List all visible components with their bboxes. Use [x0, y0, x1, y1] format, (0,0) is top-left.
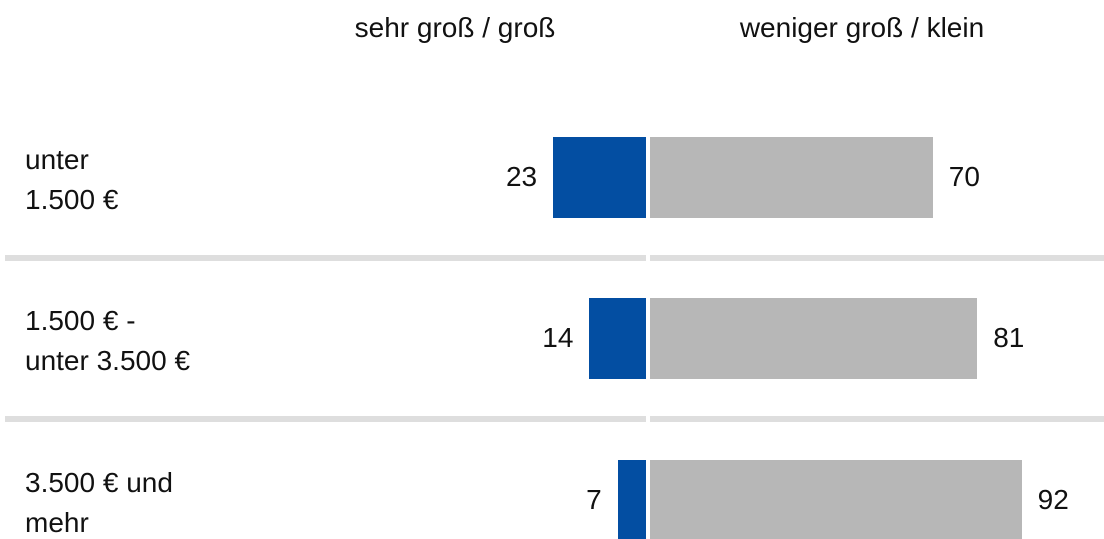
legend-entry: sehr groß / groß	[354, 12, 556, 43]
category-label: 3.500 € und mehr	[25, 467, 173, 538]
value-label: 23	[505, 161, 538, 192]
category-label: 1.500 € - unter 3.500 €	[25, 305, 191, 376]
value-label: 7	[586, 484, 602, 515]
separator	[5, 254, 646, 261]
value-label: 81	[993, 322, 1025, 353]
separator	[5, 416, 646, 422]
separator	[650, 254, 1104, 261]
bar	[650, 297, 978, 379]
bar	[553, 136, 646, 218]
bar	[617, 459, 646, 539]
category-label: unter 1.500 €	[25, 144, 119, 215]
bar	[650, 459, 1022, 539]
legend-entry: weniger groß / klein	[739, 12, 985, 43]
value-label: 92	[1037, 484, 1069, 515]
separator	[650, 416, 1104, 422]
bar	[650, 136, 933, 218]
value-label: 70	[948, 161, 980, 192]
bar	[589, 297, 646, 379]
value-label: 14	[542, 322, 574, 353]
